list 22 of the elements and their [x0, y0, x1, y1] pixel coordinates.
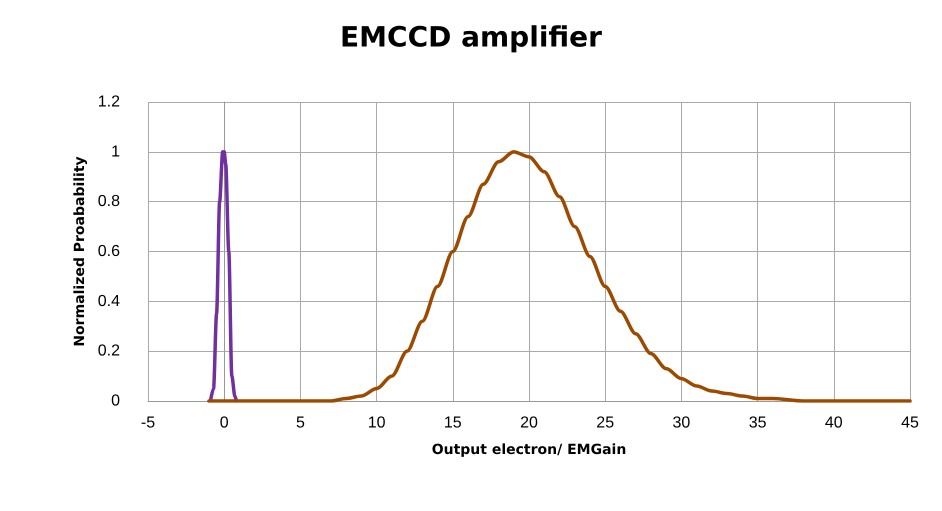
x-tick-label: 10 [368, 414, 386, 432]
y-tick-label: 0.6 [98, 243, 120, 260]
y-tick-label: 1.2 [98, 94, 120, 110]
x-tick-label: 0 [220, 414, 229, 432]
y-tick-label: 0.4 [98, 292, 120, 310]
x-tick-label: 35 [748, 414, 767, 432]
x-tick-label: 5 [296, 414, 305, 432]
x-tick-label: 15 [444, 414, 462, 432]
x-axis-title: Output electron/ EMGain [432, 442, 626, 458]
y-tick-label: 0 [111, 392, 120, 410]
y-tick-label: 1 [111, 143, 120, 160]
y-tick-label: 0.2 [98, 342, 120, 360]
line-series [207, 150, 912, 403]
x-tick-label: -5 [140, 414, 156, 432]
y-tick-label: 0.8 [98, 193, 120, 210]
x-tick-label: 30 [672, 414, 690, 432]
x-tick-label: 25 [596, 414, 614, 432]
chart-title: EMCCD amplifier [340, 20, 602, 54]
y-axis-title: Normalized Proabability [72, 156, 88, 347]
x-tick-label: 40 [824, 414, 843, 432]
x-tick-label: 20 [520, 414, 538, 432]
x-tick-label: 45 [901, 414, 919, 432]
